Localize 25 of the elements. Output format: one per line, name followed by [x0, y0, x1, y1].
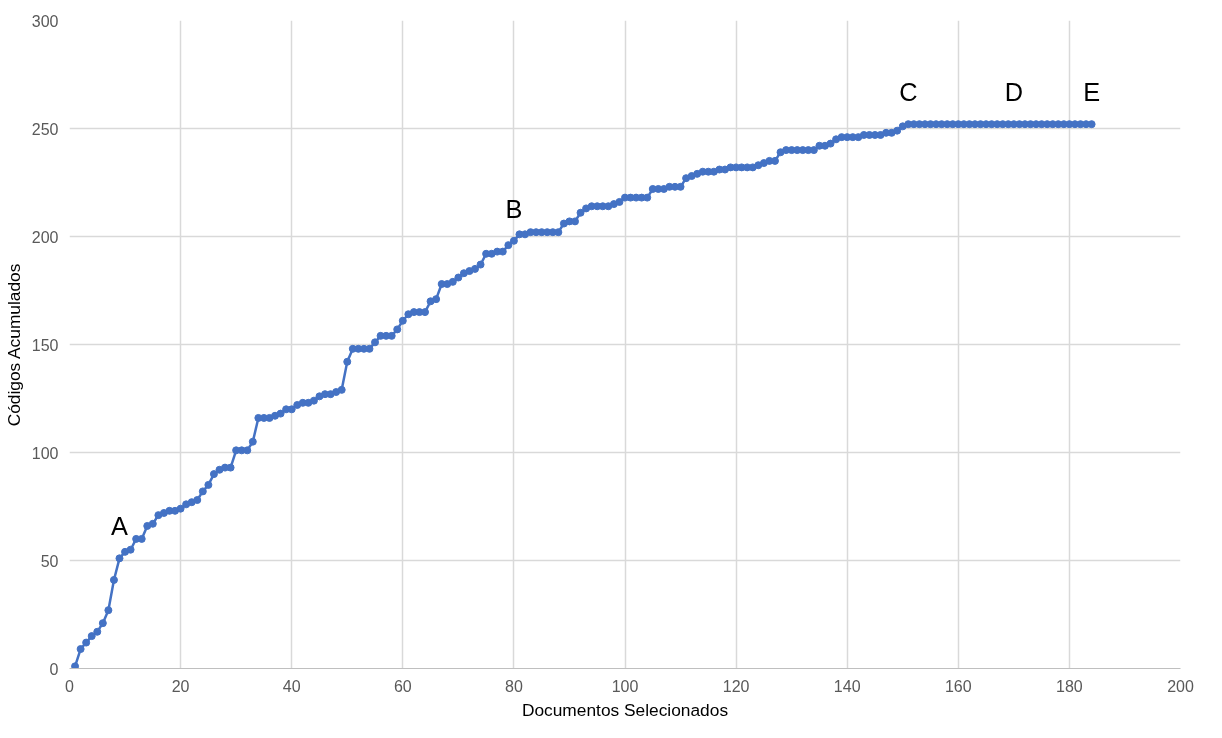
y-tick-label: 100: [31, 444, 59, 462]
x-axis-title: Documentos Selecionados: [521, 699, 729, 720]
y-axis-title: Códigos Acumulados: [3, 263, 24, 427]
annotation: D: [1004, 78, 1023, 107]
annotation: E: [1083, 78, 1101, 107]
x-tick-label: 0: [65, 677, 75, 695]
x-tick-label: 160: [944, 677, 972, 695]
y-tick-label: 50: [40, 552, 59, 570]
annotation: B: [505, 194, 523, 223]
y-tick-label: 200: [31, 228, 59, 246]
x-tick-label: 200: [1167, 677, 1194, 695]
x-tick-label: 100: [611, 677, 639, 695]
x-tick-label: 120: [722, 677, 750, 695]
x-tick-label: 180: [1056, 677, 1083, 695]
x-tick-label: 140: [833, 677, 861, 695]
annotation: C: [899, 78, 918, 107]
y-tick-label: 0: [49, 660, 59, 678]
annotation: A: [111, 512, 129, 541]
x-tick-label: 60: [393, 677, 412, 695]
x-tick-label: 40: [282, 677, 301, 695]
y-tick-label: 150: [31, 336, 59, 354]
x-tick-label: 80: [505, 677, 523, 695]
y-tick-label: 250: [31, 120, 59, 138]
y-tick-label: 300: [31, 12, 59, 30]
x-tick-label: 20: [171, 677, 190, 695]
